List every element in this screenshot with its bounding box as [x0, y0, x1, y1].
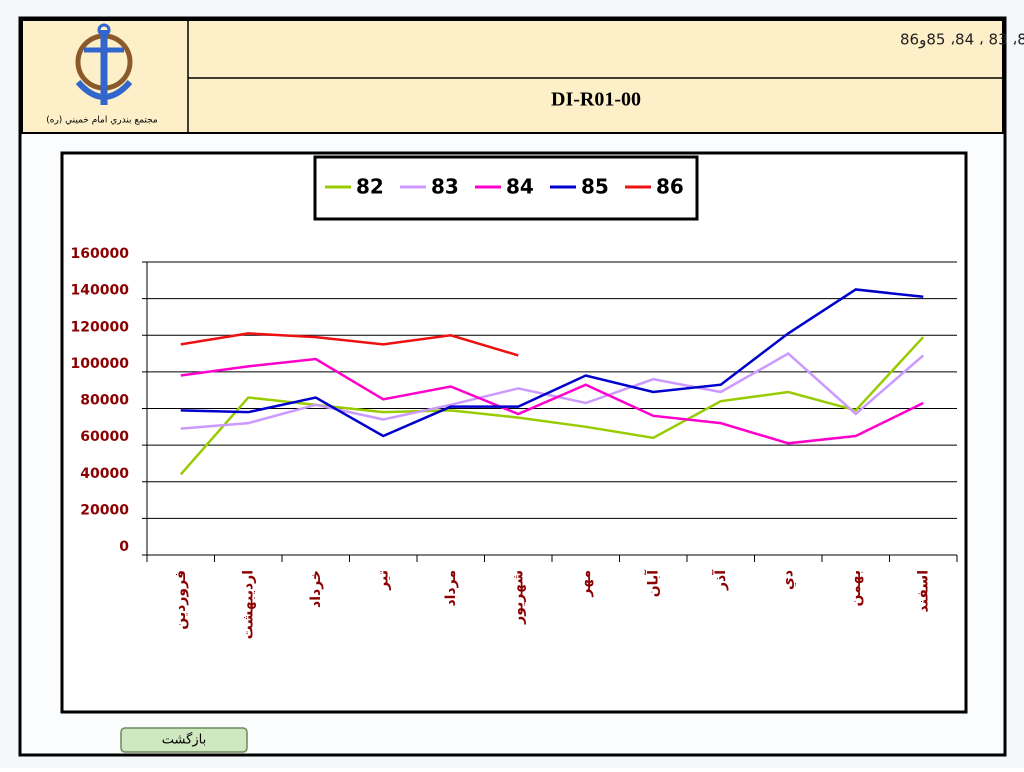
x-tick-label: خرداد — [308, 570, 324, 608]
header-title: نمودار مقايسه اي تخليه و بارگيري غيرنفتي… — [900, 31, 1024, 50]
series-line — [180, 357, 924, 445]
y-tick-label: 160000 — [71, 246, 130, 262]
logo — [75, 23, 133, 105]
legend-label: 82 — [356, 175, 384, 199]
series-line — [180, 332, 519, 357]
chart-box — [60, 151, 968, 714]
y-tick-label: 140000 — [71, 283, 130, 299]
x-tick-label: آذر — [711, 569, 729, 591]
x-tick-label: آبان — [643, 569, 661, 597]
legend-label: 83 — [431, 175, 459, 199]
x-tick-label: فروردين — [173, 570, 189, 630]
y-tick-label: 20000 — [80, 502, 129, 518]
x-tick-label: اسفند — [915, 570, 931, 612]
y-tick-label: 80000 — [80, 393, 129, 409]
document-code: DI-R01-00 — [551, 89, 641, 111]
legend-label: 86 — [656, 175, 684, 199]
series-line — [180, 288, 924, 438]
y-tick-label: 100000 — [71, 356, 130, 372]
x-tick-label: مرداد — [443, 570, 459, 607]
x-tick-label: شهريور — [510, 570, 526, 625]
x-tick-label: ارديبهشت — [240, 570, 256, 639]
back-button[interactable]: بازگشت — [120, 727, 248, 753]
legend-label: 85 — [581, 175, 609, 199]
button-label[interactable]: بازگشت — [162, 732, 206, 748]
y-tick-label: 60000 — [80, 429, 129, 445]
logo-caption: مجتمع بندري امام خميني (ره) — [46, 116, 158, 126]
x-tick-label: تير — [375, 570, 391, 591]
header — [21, 19, 1004, 134]
chart: 0 20000 40000 60000 80000 100000 120000 140000 1… — [71, 175, 958, 639]
series-line — [180, 352, 925, 430]
y-tick-label: 40000 — [80, 466, 129, 482]
button-face[interactable] — [120, 727, 248, 753]
y-tick-label: 120000 — [71, 319, 130, 335]
x-tick-label: دي — [780, 570, 797, 590]
x-tick-label: بهمن — [848, 570, 864, 606]
x-tick-label: مهر — [578, 570, 594, 598]
series-line — [179, 336, 925, 476]
legend-label: 84 — [506, 175, 534, 199]
y-tick-label: 0 — [119, 539, 129, 555]
